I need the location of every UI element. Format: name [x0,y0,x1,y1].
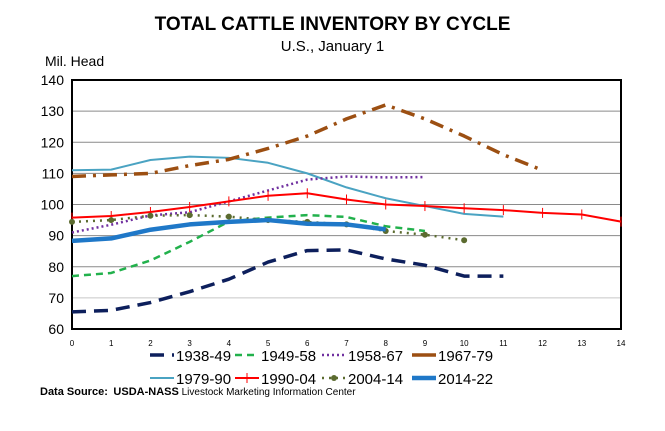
x-tick-label: 7 [344,339,349,348]
series-line-2014-22 [71,217,386,244]
x-tick-label: 1 [109,339,114,348]
y-tick-label: 80 [48,259,64,275]
x-tick-label: 10 [460,339,469,348]
x-tick-label: 6 [305,339,310,348]
x-tick-label: 12 [538,339,547,348]
x-tick-label: 4 [227,339,232,348]
x-tick-label: 2 [148,339,153,348]
series-line-1958-67 [71,175,425,234]
y-tick-label: 110 [42,165,65,181]
y-tick-label: 100 [41,197,65,213]
legend-label: 1958-67 [348,348,403,365]
legend-label: 1990-04 [261,371,316,388]
x-tick-label: 13 [577,339,586,348]
source-org: USDA-NASS [113,386,179,398]
data-point [186,212,193,219]
data-point [225,213,232,220]
x-tick-label: 8 [383,339,388,348]
data-point [461,237,468,244]
y-tick-label: 70 [48,290,64,306]
data-point [147,212,154,219]
legend-label: 2004-14 [348,371,403,388]
legend-label: 1967-79 [438,348,493,365]
y-tick-label: 130 [41,103,65,119]
x-tick-label: 0 [70,339,75,348]
data-point [108,217,115,224]
y-axis-label: Mil. Head [45,53,105,69]
series-line-1967-79 [71,103,544,179]
data-source: Data Source: USDA-NASS Livestock Marketi… [40,386,356,398]
x-tick-label: 14 [617,339,626,348]
plot-frame [71,79,622,330]
data-point [69,218,75,225]
chart-title: TOTAL CATTLE INVENTORY BY CYCLE [154,14,511,35]
y-tick-label: 140 [41,72,65,88]
y-tick-label: 90 [48,228,64,244]
y-tick-label: 120 [41,134,65,150]
x-tick-label: 9 [423,339,428,348]
legend-label: 1979-90 [176,371,231,388]
series-line-1949-58 [71,213,426,278]
y-tick-label: 60 [48,321,64,337]
series-line-1938-49 [71,248,504,314]
x-tick-label: 3 [187,339,192,348]
legend-label: 2014-22 [438,371,493,388]
source-text: Livestock Marketing Information Center [181,387,356,398]
legend-marker [331,375,337,381]
legend-label: 1949-58 [261,348,316,365]
chart-subtitle: U.S., January 1 [280,38,385,55]
data-point [421,231,428,238]
x-tick-label: 5 [266,339,271,348]
legend-label: 1938-49 [176,348,231,365]
x-tick-label: 11 [499,339,508,348]
source-label: Data Source: [40,386,108,398]
